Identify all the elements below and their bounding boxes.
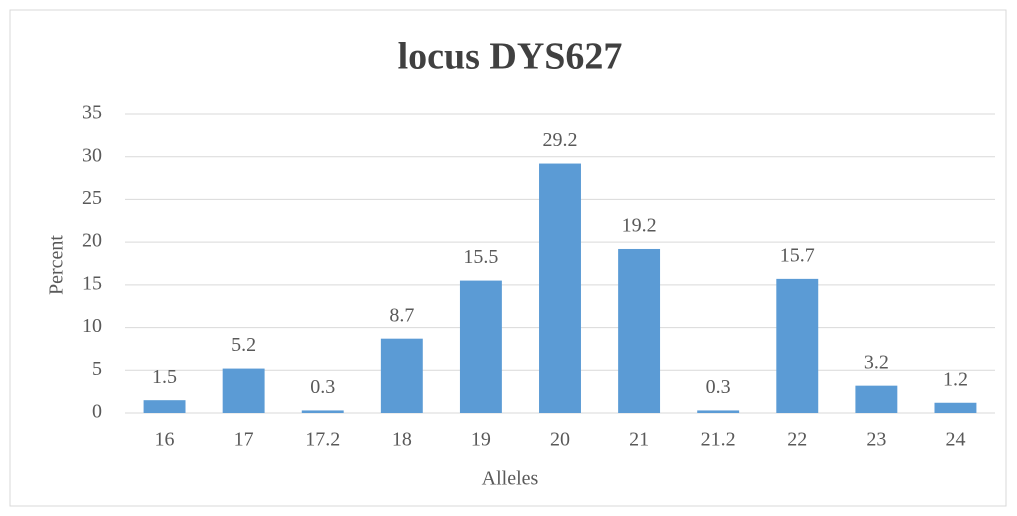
bar [934,402,977,413]
data-label: 0.3 [310,376,335,398]
x-tick-label: 21.2 [701,429,736,451]
x-tick-label: 21 [629,429,649,451]
x-tick-label: 19 [471,429,491,451]
bar [618,248,661,413]
bar [380,338,423,413]
data-label: 19.2 [622,215,657,237]
bar [301,410,344,413]
y-tick-label: 10 [82,315,102,337]
y-tick-label: 35 [82,102,102,124]
data-label: 8.7 [389,304,414,326]
bar [143,400,186,413]
x-tick-label: 23 [866,429,886,451]
x-tick-label: 24 [945,429,965,451]
data-label: 1.5 [152,366,177,388]
y-axis-label: Percent [46,235,68,295]
x-tick-label: 20 [550,429,570,451]
bar [855,385,898,413]
data-label: 3.2 [864,351,889,373]
bar [539,163,581,413]
y-tick-label: 15 [82,272,102,294]
x-tick-label: 17 [234,429,254,451]
data-label: 15.7 [780,244,815,266]
y-tick-label: 20 [82,230,102,252]
x-tick-label: 22 [787,429,807,451]
bar [776,278,819,413]
data-label: 5.2 [231,334,256,356]
data-label: 0.3 [706,376,731,398]
x-tick-label: 17.2 [305,429,340,451]
chart-border [9,9,1007,507]
bar [697,410,740,413]
x-axis-label: Alleles [482,468,539,490]
y-tick-label: 0 [92,401,102,423]
x-tick-label: 16 [155,429,175,451]
y-tick-label: 25 [82,187,102,209]
data-label: 1.2 [943,368,968,390]
bar [222,368,265,413]
y-tick-label: 5 [92,358,102,380]
data-label: 29.2 [543,129,578,151]
chart-title: locus DYS627 [398,36,623,78]
bar [459,280,502,413]
data-label: 15.5 [463,246,498,268]
x-tick-label: 18 [392,429,412,451]
y-tick-label: 30 [82,144,102,166]
